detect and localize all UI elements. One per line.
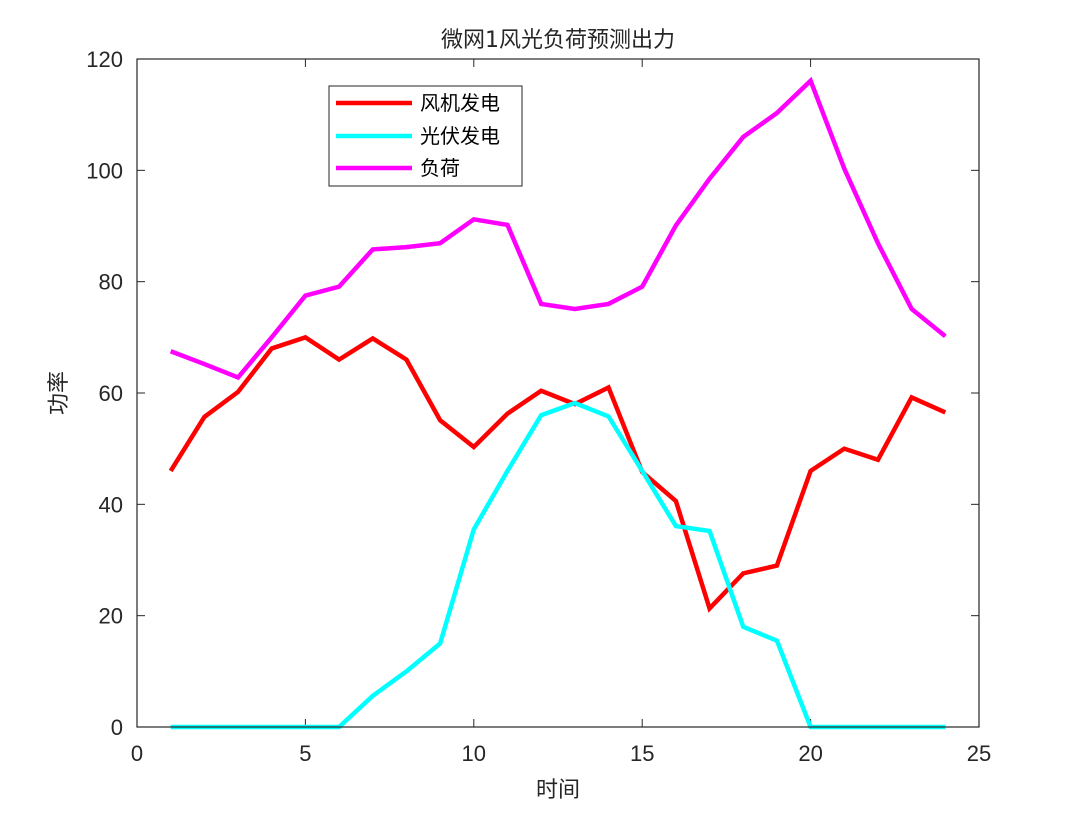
- x-tick-labels: 0 5 10 15 20 25: [131, 741, 991, 766]
- legend-label-wind: 风机发电: [420, 91, 500, 115]
- y-tick-label: 20: [99, 604, 123, 629]
- x-tick-label: 20: [798, 741, 822, 766]
- x-tick-label: 10: [462, 741, 486, 766]
- axes-box: [136, 58, 980, 728]
- legend: 风机发电 光伏发电 负荷: [328, 85, 523, 187]
- series-line-load: [169, 76, 947, 381]
- y-tick-label: 60: [99, 381, 123, 406]
- legend-label-load: 负荷: [420, 156, 460, 180]
- y-tick-labels: 0 20 40 60 80 100 120: [86, 47, 123, 740]
- legend-label-solar: 光伏发电: [420, 124, 500, 148]
- x-tick-label: 25: [967, 741, 991, 766]
- y-tick-label: 100: [86, 158, 123, 183]
- series-line-wind: [168, 334, 947, 613]
- x-axis-label: 时间: [536, 778, 580, 803]
- chart-title: 微网1风光负荷预测出力: [441, 28, 675, 53]
- x-tick-label: 5: [299, 741, 311, 766]
- axes-background: [137, 59, 979, 727]
- y-tick-label: 0: [111, 715, 123, 740]
- x-tick-label: 15: [630, 741, 654, 766]
- y-tick-label: 40: [99, 492, 123, 517]
- x-tick-label: 0: [131, 741, 143, 766]
- y-tick-label: 120: [86, 47, 123, 72]
- y-tick-label: 80: [99, 270, 123, 295]
- y-axis-label: 功率: [47, 371, 72, 415]
